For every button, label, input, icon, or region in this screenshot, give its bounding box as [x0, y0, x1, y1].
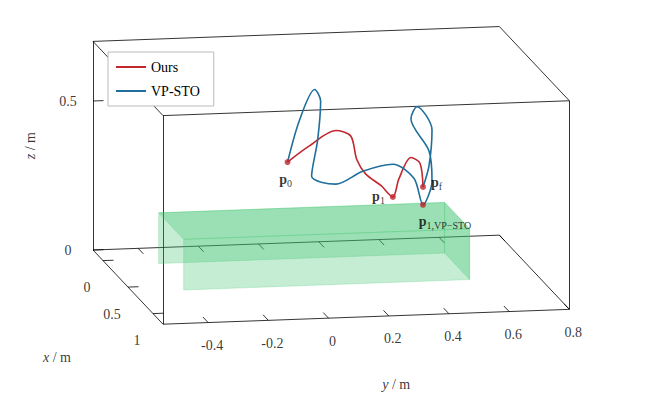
svg-text:-0.4: -0.4 — [201, 338, 223, 353]
svg-text:z: z — [22, 153, 38, 160]
svg-text:-0.2: -0.2 — [261, 336, 283, 351]
svg-text:/ m: / m — [23, 132, 38, 154]
svg-text:0.8: 0.8 — [565, 325, 583, 340]
svg-text:/ m: / m — [388, 377, 410, 392]
svg-text:y: y — [382, 377, 389, 393]
svg-text:0.5: 0.5 — [59, 94, 77, 109]
svg-text:p: p — [431, 175, 439, 191]
svg-text:p: p — [418, 214, 427, 230]
svg-text:0.5: 0.5 — [103, 307, 121, 322]
svg-text:1,VP−STO: 1,VP−STO — [427, 220, 472, 231]
svg-text:0: 0 — [329, 334, 336, 349]
svg-text:1: 1 — [134, 333, 141, 348]
svg-text:0.4: 0.4 — [444, 329, 462, 344]
svg-text:1: 1 — [380, 195, 385, 206]
svg-text:Ours: Ours — [151, 60, 178, 75]
svg-text:p: p — [372, 189, 380, 204]
svg-text:f: f — [439, 181, 443, 192]
svg-text:0.6: 0.6 — [504, 327, 522, 342]
svg-text:0.2: 0.2 — [384, 331, 402, 346]
svg-text:x: x — [43, 349, 50, 365]
svg-text:0: 0 — [287, 178, 292, 189]
svg-text:VP-STO: VP-STO — [151, 84, 200, 99]
svg-text:0: 0 — [84, 280, 91, 295]
svg-text:p: p — [279, 172, 287, 187]
svg-text:/ m: / m — [49, 350, 71, 365]
svg-text:0: 0 — [65, 243, 72, 258]
